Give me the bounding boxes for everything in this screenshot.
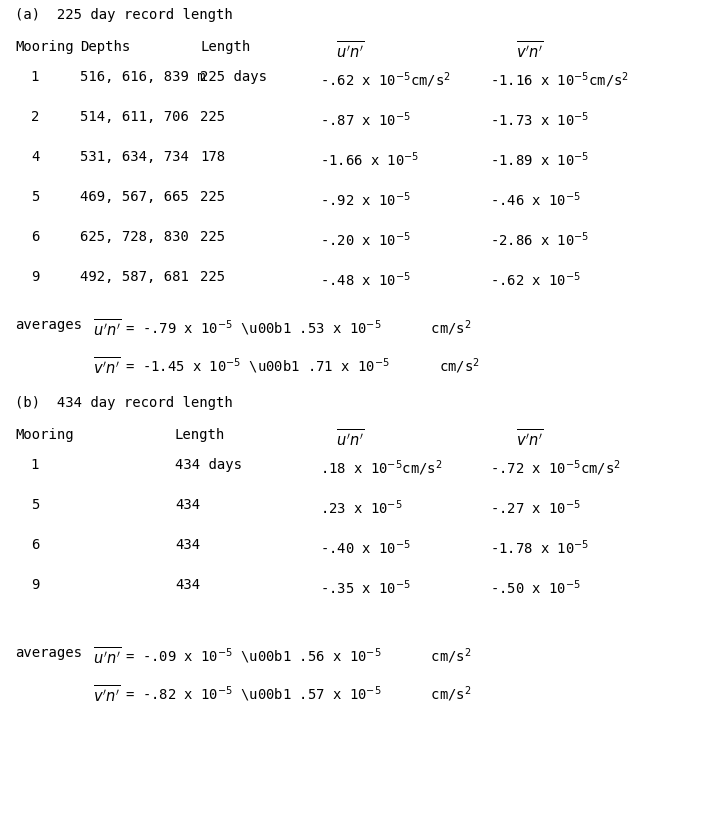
Text: -1.73 x 10$^{-5}$: -1.73 x 10$^{-5}$ [490,110,589,129]
Text: 225 days: 225 days [200,70,267,84]
Text: 625, 728, 830: 625, 728, 830 [80,230,189,244]
Text: 6: 6 [31,538,39,552]
Text: 516, 616, 839 m: 516, 616, 839 m [80,70,206,84]
Text: Length: Length [200,40,250,54]
Text: -.48 x 10$^{-5}$: -.48 x 10$^{-5}$ [320,270,411,289]
Text: 225: 225 [200,190,225,204]
Text: -2.86 x 10$^{-5}$: -2.86 x 10$^{-5}$ [490,230,589,249]
Text: -.62 x 10$^{-5}$: -.62 x 10$^{-5}$ [490,270,581,289]
Text: .18 x 10$^{-5}$cm/s$^2$: .18 x 10$^{-5}$cm/s$^2$ [320,458,442,478]
Text: 178: 178 [200,150,225,164]
Text: 1: 1 [31,70,39,84]
Text: 9: 9 [31,578,39,592]
Text: $\overline{v'n'}$: $\overline{v'n'}$ [93,356,121,377]
Text: 492, 587, 681: 492, 587, 681 [80,270,189,284]
Text: -1.66 x 10$^{-5}$: -1.66 x 10$^{-5}$ [320,150,419,169]
Text: -.50 x 10$^{-5}$: -.50 x 10$^{-5}$ [490,578,581,596]
Text: 434 days: 434 days [175,458,242,472]
Text: $\overline{v'n'}$: $\overline{v'n'}$ [93,684,121,705]
Text: 225: 225 [200,230,225,244]
Text: -.35 x 10$^{-5}$: -.35 x 10$^{-5}$ [320,578,411,596]
Text: 1: 1 [31,458,39,472]
Text: -1.16 x 10$^{-5}$cm/s$^2$: -1.16 x 10$^{-5}$cm/s$^2$ [490,70,629,90]
Text: $\overline{v'n'}$: $\overline{v'n'}$ [516,40,544,60]
Text: 434: 434 [175,498,200,512]
Text: 4: 4 [31,150,39,164]
Text: $\overline{v'n'}$: $\overline{v'n'}$ [516,428,544,449]
Text: 5: 5 [31,498,39,512]
Text: Length: Length [175,428,225,442]
Text: -.62 x 10$^{-5}$cm/s$^2$: -.62 x 10$^{-5}$cm/s$^2$ [320,70,451,90]
Text: averages: averages [15,646,82,660]
Text: 2: 2 [31,110,39,124]
Text: .23 x 10$^{-5}$: .23 x 10$^{-5}$ [320,498,402,517]
Text: 531, 634, 734: 531, 634, 734 [80,150,189,164]
Text: $\overline{u'n'}$: $\overline{u'n'}$ [93,646,121,667]
Text: averages: averages [15,318,82,332]
Text: 434: 434 [175,538,200,552]
Text: (b)  434 day record length: (b) 434 day record length [15,396,233,410]
Text: 469, 567, 665: 469, 567, 665 [80,190,189,204]
Text: = -.82 x 10$^{-5}$ \u00b1 .57 x 10$^{-5}$      cm/s$^2$: = -.82 x 10$^{-5}$ \u00b1 .57 x 10$^{-5}… [117,684,472,704]
Text: = -.79 x 10$^{-5}$ \u00b1 .53 x 10$^{-5}$      cm/s$^2$: = -.79 x 10$^{-5}$ \u00b1 .53 x 10$^{-5}… [117,318,472,338]
Text: Mooring: Mooring [15,428,74,442]
Text: -.92 x 10$^{-5}$: -.92 x 10$^{-5}$ [320,190,411,208]
Text: $\overline{u'n'}$: $\overline{u'n'}$ [336,428,364,449]
Text: -1.78 x 10$^{-5}$: -1.78 x 10$^{-5}$ [490,538,589,557]
Text: 434: 434 [175,578,200,592]
Text: $\overline{u'n'}$: $\overline{u'n'}$ [93,318,121,339]
Text: -1.89 x 10$^{-5}$: -1.89 x 10$^{-5}$ [490,150,589,169]
Text: -.20 x 10$^{-5}$: -.20 x 10$^{-5}$ [320,230,411,249]
Text: = -1.45 x 10$^{-5}$ \u00b1 .71 x 10$^{-5}$      cm/s$^2$: = -1.45 x 10$^{-5}$ \u00b1 .71 x 10$^{-5… [117,356,480,375]
Text: $\overline{u'n'}$: $\overline{u'n'}$ [336,40,364,60]
Text: 225: 225 [200,270,225,284]
Text: (a)  225 day record length: (a) 225 day record length [15,8,233,22]
Text: 514, 611, 706: 514, 611, 706 [80,110,189,124]
Text: 225: 225 [200,110,225,124]
Text: 9: 9 [31,270,39,284]
Text: Mooring: Mooring [15,40,74,54]
Text: -.27 x 10$^{-5}$: -.27 x 10$^{-5}$ [490,498,581,517]
Text: = -.09 x 10$^{-5}$ \u00b1 .56 x 10$^{-5}$      cm/s$^2$: = -.09 x 10$^{-5}$ \u00b1 .56 x 10$^{-5}… [117,646,472,665]
Text: -.40 x 10$^{-5}$: -.40 x 10$^{-5}$ [320,538,411,557]
Text: -.72 x 10$^{-5}$cm/s$^2$: -.72 x 10$^{-5}$cm/s$^2$ [490,458,621,478]
Text: 6: 6 [31,230,39,244]
Text: Depths: Depths [80,40,131,54]
Text: -.46 x 10$^{-5}$: -.46 x 10$^{-5}$ [490,190,581,208]
Text: 5: 5 [31,190,39,204]
Text: -.87 x 10$^{-5}$: -.87 x 10$^{-5}$ [320,110,411,129]
